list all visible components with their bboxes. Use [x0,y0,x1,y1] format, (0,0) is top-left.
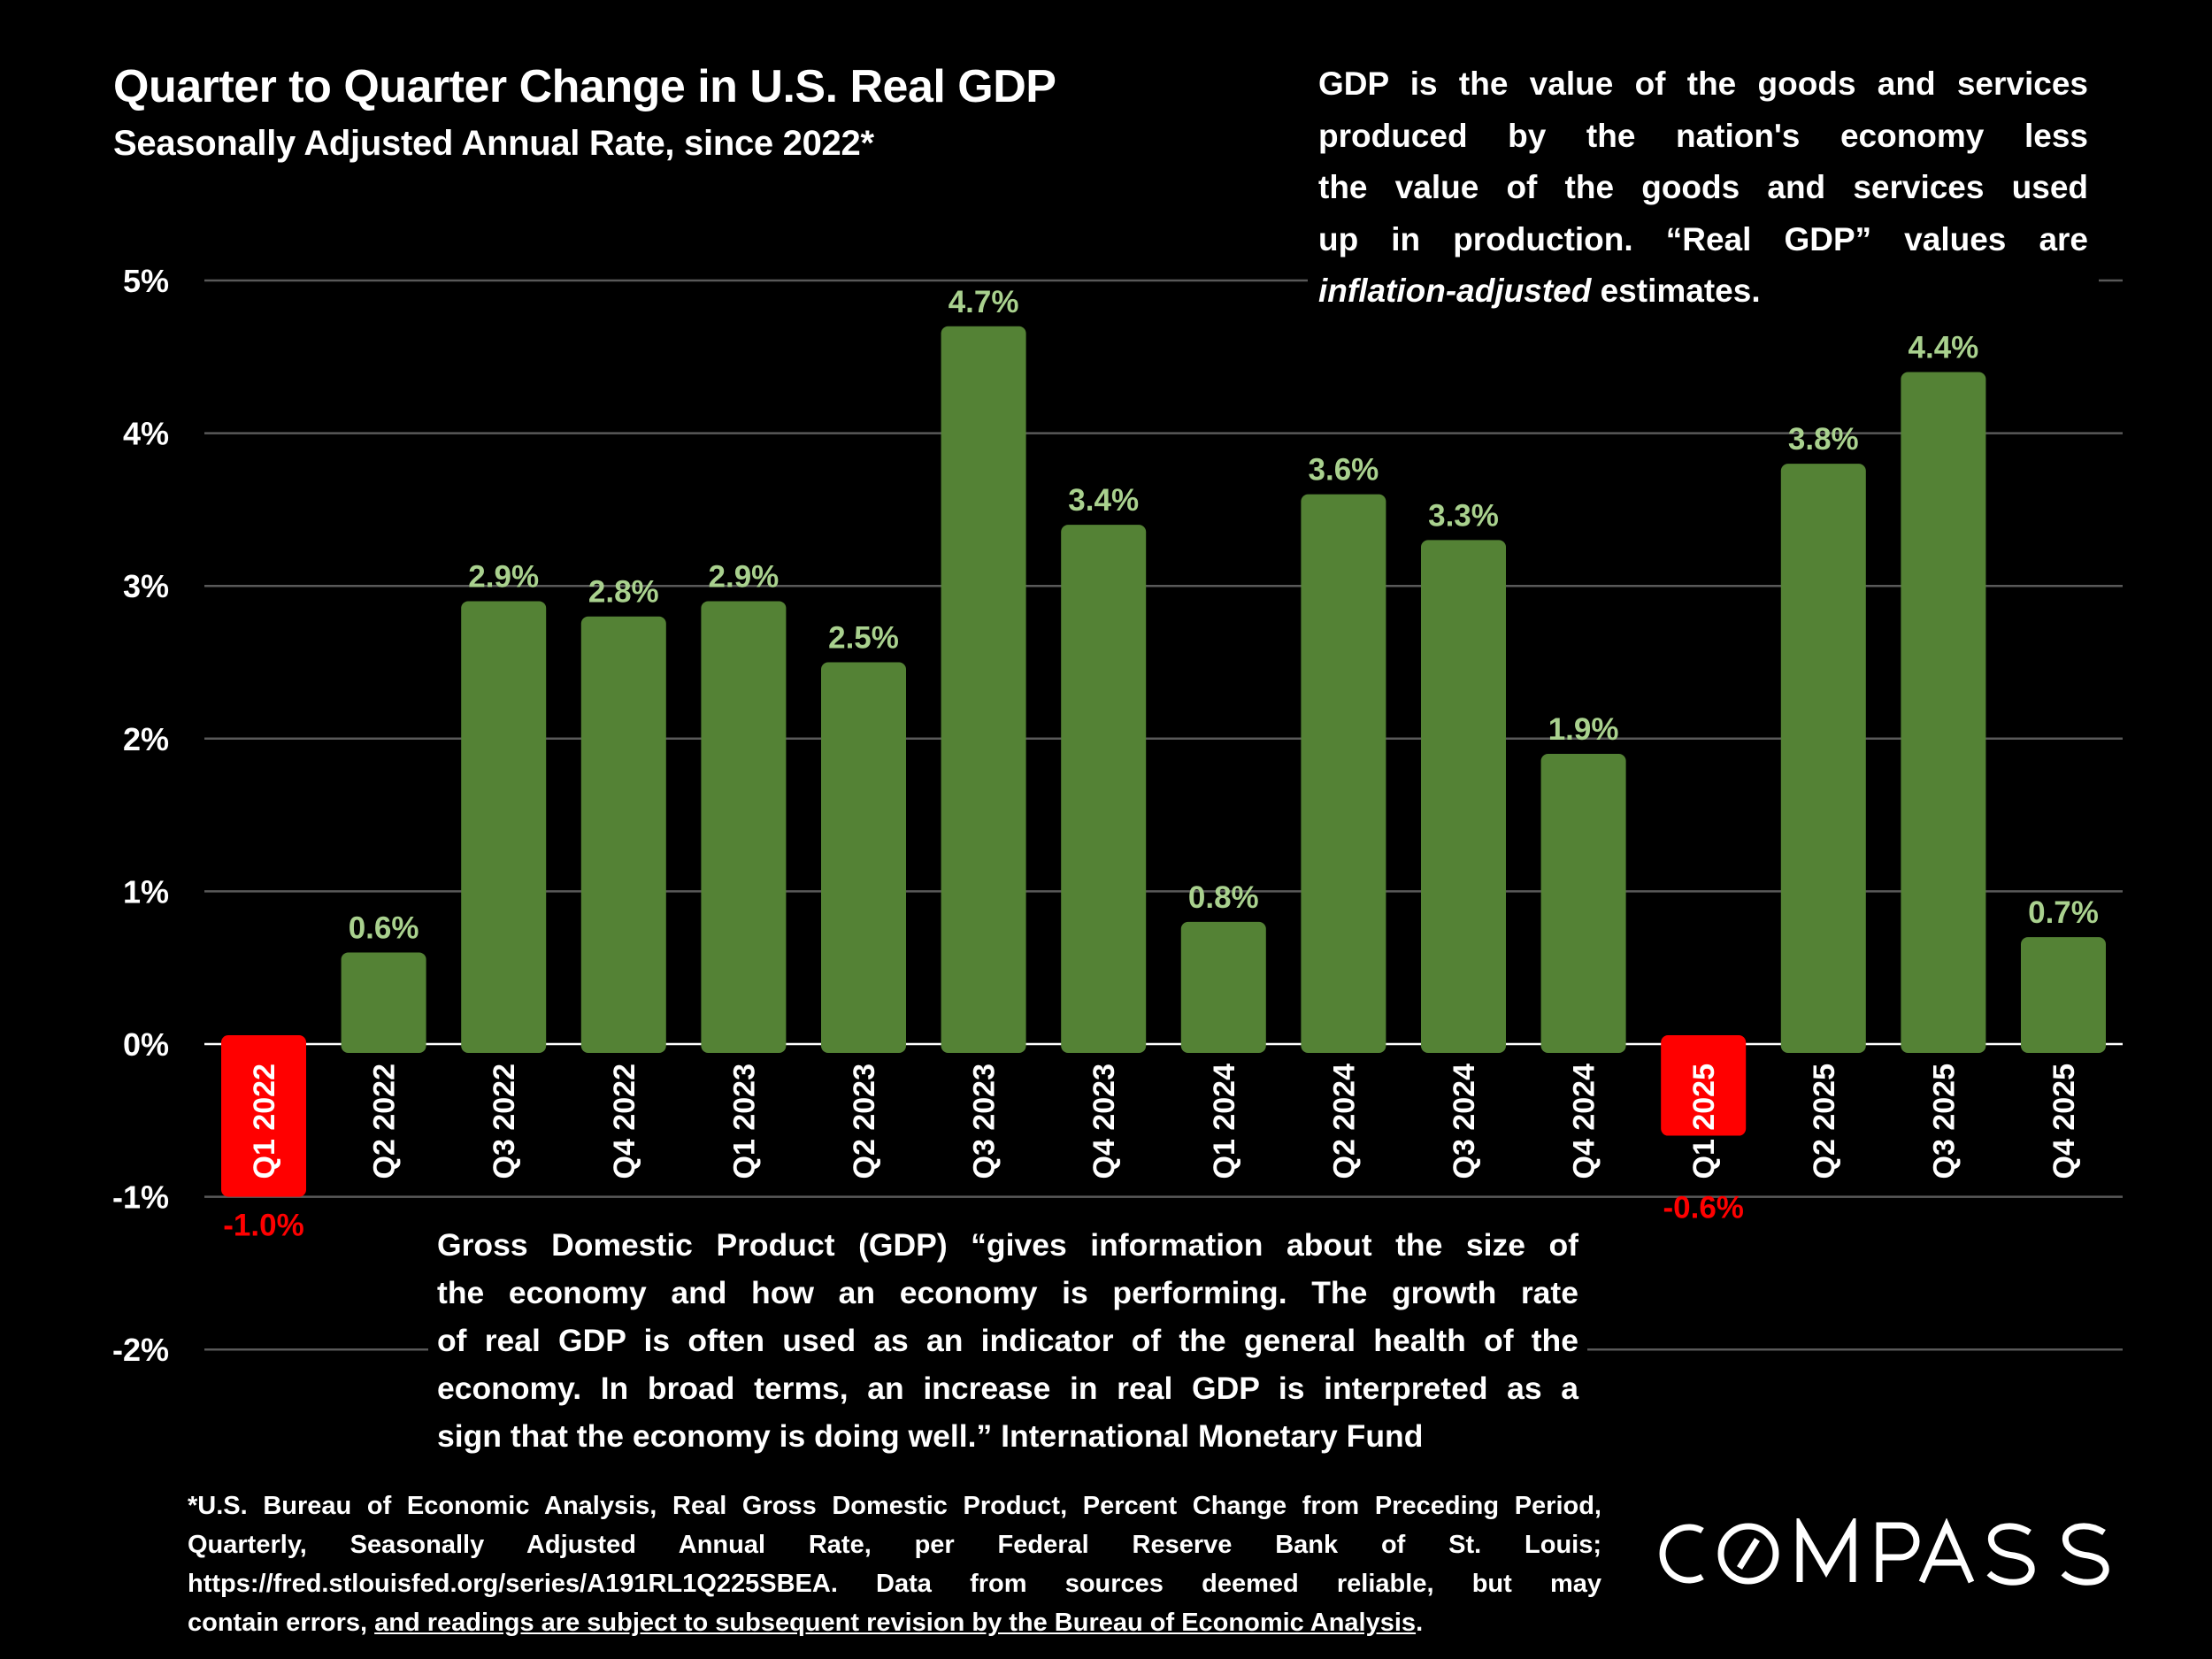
bar [580,616,666,1053]
bar [1061,525,1147,1053]
category-label: Q2 2022 [368,1064,402,1179]
category-label: Q4 2023 [1087,1064,1121,1179]
bar [1901,372,1986,1053]
bars [221,326,2106,1197]
definition-end: estimates. [1591,273,1761,309]
category-label: Q3 2025 [1927,1064,1961,1179]
data-label: -1.0% [223,1209,303,1243]
data-label: 3.3% [1428,498,1499,533]
definition-line: the value of the goods and services used [1318,169,2088,205]
data-label: 3.4% [1068,483,1139,518]
chart-title: Quarter to Quarter Change in U.S. Real G… [113,61,1056,112]
data-label: 4.7% [949,285,1019,319]
category-label: Q1 2022 [248,1064,281,1179]
quote-line: of real GDP is often used as an indicato… [437,1323,1578,1358]
footnote-line: Quarterly, Seasonally Adjusted Annual Ra… [188,1531,1601,1559]
footnote-line: https://fred.stlouisfed.org/series/A191R… [188,1570,1601,1598]
bar [221,1035,306,1197]
category-labels: Q1 2022 Q2 2022 Q3 2022 Q4 2022 Q1 2023 Q2 20… [248,1064,2081,1179]
category-label: Q3 2022 [488,1064,521,1179]
bar [2021,937,2106,1053]
category-label: Q1 2024 [1208,1064,1241,1179]
footnote-period: . [1416,1609,1424,1637]
definition-line: inflation-adjusted estimates. [1318,265,2088,318]
category-label: Q2 2025 [1808,1064,1841,1179]
bar [1421,540,1506,1053]
y-axis: 5% 4% 3% 2% 1% 0% -1% -2% [112,263,169,1368]
y-tick-label: 2% [123,721,169,757]
bar [1180,921,1266,1053]
imf-quote-box: Gross Domestic Product (GDP) “gives info… [428,1221,1587,1460]
y-tick-label: -1% [112,1179,169,1216]
data-label: 2.8% [588,575,659,610]
footnote-underlined: and readings are subject to subsequent r… [374,1609,1417,1637]
footnote-line: contain errors, and readings are subject… [188,1603,1601,1642]
y-tick-label: 5% [123,263,169,299]
bar [701,601,787,1053]
category-label: Q1 2025 [1687,1064,1721,1179]
bar [1540,754,1626,1053]
category-label: Q1 2023 [727,1064,761,1179]
definition-italic: inflation-adjusted [1318,273,1592,309]
quote-line: the economy and how an economy is perfor… [437,1275,1578,1310]
data-label: 0.7% [2028,895,2099,930]
category-label: Q3 2023 [968,1064,1002,1179]
bar [1780,464,1866,1053]
category-label: Q3 2024 [1448,1064,1481,1179]
category-label: Q2 2023 [848,1064,881,1179]
quote-line: sign that the economy is doing well.” In… [437,1418,1424,1454]
data-label: -0.6% [1663,1190,1743,1225]
category-label: Q4 2025 [2047,1064,2081,1179]
source-footnote: *U.S. Bureau of Economic Analysis, Real … [188,1486,1601,1642]
y-tick-label: 1% [123,873,169,910]
bar [461,601,547,1053]
bar [941,326,1026,1053]
chart-subtitle: Seasonally Adjusted Annual Rate, since 2… [113,124,874,163]
definition-line: up in production. “Real GDP” values are [1318,220,2088,257]
y-tick-label: 3% [123,568,169,604]
quote-line: economy. In broad terms, an increase in … [437,1371,1578,1406]
bar [1661,1035,1747,1136]
quote-line: Gross Domestic Product (GDP) “gives info… [437,1227,1578,1263]
bar [341,952,426,1053]
category-label: Q2 2024 [1327,1064,1361,1179]
data-label: 2.9% [709,559,780,594]
data-label: 2.9% [468,559,539,594]
data-label: 2.5% [828,621,899,656]
category-label: Q4 2022 [608,1064,641,1179]
y-tick-label: 0% [123,1026,169,1063]
definition-line: GDP is the value of the goods and servic… [1318,65,2088,102]
data-label: 3.6% [1309,453,1379,488]
y-tick-label: 4% [123,416,169,452]
data-label: 0.6% [349,910,419,945]
data-label: 1.9% [1548,712,1619,747]
footnote-line: *U.S. Bureau of Economic Analysis, Real … [188,1492,1601,1520]
y-tick-label: -2% [112,1332,169,1368]
compass-logo [1659,1518,2109,1586]
data-label: 4.4% [1909,331,1979,365]
gdp-definition-box: GDP is the value of the goods and servic… [1308,58,2099,318]
definition-line: produced by the nation's economy less [1318,117,2088,154]
data-label: 0.8% [1188,880,1259,915]
data-labels: -1.0% 0.6% 2.9% 2.8% 2.9% 2.5% 4.7% 3.4% 0.8% 3.6… [223,285,2099,1243]
bar [1301,494,1386,1053]
category-label: Q4 2024 [1568,1064,1601,1179]
data-label: 3.8% [1788,422,1859,457]
bar [821,662,906,1053]
footnote-text: contain errors, [188,1609,375,1637]
